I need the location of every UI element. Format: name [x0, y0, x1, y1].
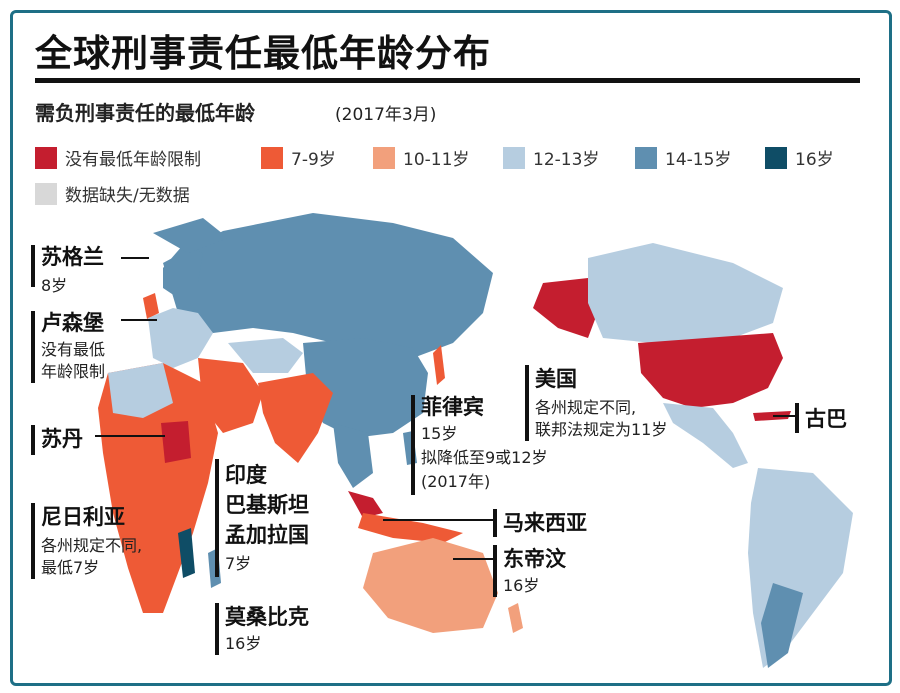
- legend-swatch: [35, 146, 57, 169]
- middle-east-region: [198, 358, 263, 433]
- label-philippines-detail: 拟降低至9或12岁: [421, 448, 548, 467]
- label-pakistan: 巴基斯坦: [225, 493, 309, 517]
- legend-label: 12-13岁: [533, 150, 600, 170]
- leader-line: [453, 558, 493, 560]
- label-marker: [411, 395, 415, 495]
- legend-item-12-13: 12-13岁: [503, 145, 599, 170]
- leader-line: [95, 435, 165, 437]
- label-marker: [215, 603, 219, 655]
- label-india: 印度: [225, 463, 267, 487]
- label-nigeria-detail: 最低7岁: [41, 558, 100, 577]
- legend-label: 14-15岁: [665, 150, 732, 170]
- map-subtitle-date: (2017年3月): [335, 105, 437, 125]
- legend-label: 数据缺失/无数据: [65, 186, 190, 206]
- label-usa-detail: 联邦法规定为11岁: [535, 420, 668, 439]
- legend-swatch: [503, 146, 525, 169]
- label-malaysia: 马来西亚: [503, 511, 587, 535]
- page-title: 全球刑事责任最低年龄分布: [35, 32, 491, 75]
- label-south-asia-detail: 7岁: [225, 554, 252, 573]
- sudan-region: [161, 421, 191, 463]
- central-asia-region: [228, 338, 303, 373]
- indonesia-region: [358, 513, 463, 543]
- cuba-region: [753, 411, 791, 421]
- label-bangladesh: 孟加拉国: [225, 523, 309, 547]
- label-cuba: 古巴: [805, 407, 847, 431]
- label-marker: [493, 509, 497, 537]
- scandinavia-region: [163, 245, 203, 298]
- legend-item-16: 16岁: [765, 145, 834, 170]
- legend-item-10-11: 10-11岁: [373, 145, 469, 170]
- label-marker: [215, 459, 219, 577]
- label-marker: [525, 365, 529, 441]
- label-philippines-detail: 15岁: [421, 424, 458, 443]
- mozambique-region: [178, 528, 195, 578]
- label-nigeria: 尼日利亚: [41, 505, 125, 529]
- southeast-asia-region: [333, 423, 373, 488]
- label-marker: [31, 245, 35, 287]
- russia-region: [163, 213, 493, 358]
- legend-label: 10-11岁: [403, 150, 470, 170]
- map-subtitle: 需负刑事责任的最低年龄: [35, 101, 255, 125]
- legend-swatch: [635, 146, 657, 169]
- alaska-region: [533, 278, 603, 338]
- canada-region: [588, 243, 783, 343]
- label-mozambique-detail: 16岁: [225, 634, 262, 653]
- new-zealand-region: [508, 603, 523, 633]
- legend-label: 16岁: [795, 150, 834, 170]
- world-map: [98, 213, 853, 668]
- label-philippines-detail: (2017年): [421, 472, 491, 491]
- label-luxembourg-detail: 没有最低: [41, 340, 106, 359]
- title-divider: [35, 78, 860, 83]
- legend-swatch: [35, 182, 57, 205]
- argentina-region: [761, 583, 803, 668]
- greenland-region: [153, 218, 228, 253]
- label-mozambique: 莫桑比克: [225, 605, 309, 629]
- label-marker: [31, 425, 35, 455]
- leader-line: [383, 519, 493, 521]
- china-region: [303, 338, 428, 438]
- africa-north-region: [108, 363, 173, 418]
- label-philippines: 菲律宾: [421, 395, 484, 419]
- legend-item-7-9: 7-9岁: [261, 145, 336, 170]
- label-marker: [795, 403, 799, 433]
- label-nigeria-detail: 各州规定不同,: [41, 536, 143, 555]
- leader-line: [773, 415, 795, 417]
- legend-item-no-data: 数据缺失/无数据: [35, 181, 190, 206]
- legend-label: 7-9岁: [291, 150, 336, 170]
- label-usa-detail: 各州规定不同,: [535, 398, 637, 417]
- usa-region: [638, 333, 783, 408]
- label-usa: 美国: [535, 367, 577, 391]
- infographic-frame: 全球刑事责任最低年龄分布 需负刑事责任的最低年龄 (2017年3月) 没有最低年…: [10, 10, 892, 686]
- europe-region: [148, 308, 213, 368]
- legend-swatch: [261, 146, 283, 169]
- legend-item-14-15: 14-15岁: [635, 145, 731, 170]
- label-luxembourg-detail: 年龄限制: [41, 362, 106, 381]
- leader-line: [121, 319, 157, 321]
- legend-swatch: [373, 146, 395, 169]
- label-luxembourg: 卢森堡: [41, 311, 104, 335]
- australia-region: [363, 538, 498, 633]
- mexico-region: [663, 403, 748, 468]
- label-marker: [31, 503, 35, 579]
- japan-region: [433, 345, 445, 385]
- legend-label: 没有最低年龄限制: [65, 150, 201, 170]
- label-marker: [493, 545, 497, 597]
- label-sudan: 苏丹: [41, 427, 83, 451]
- label-marker: [31, 311, 35, 383]
- malaysia-region: [348, 491, 383, 518]
- label-scotland: 苏格兰: [41, 245, 104, 269]
- label-east-timor: 东帝汶: [503, 547, 566, 571]
- label-east-timor-detail: 16岁: [503, 576, 540, 595]
- south-asia-region: [258, 373, 333, 463]
- legend-swatch: [765, 146, 787, 169]
- leader-line: [121, 257, 149, 259]
- legend-item-none: 没有最低年龄限制: [35, 145, 201, 170]
- label-scotland-detail: 8岁: [41, 276, 68, 295]
- uk-region: [143, 293, 159, 319]
